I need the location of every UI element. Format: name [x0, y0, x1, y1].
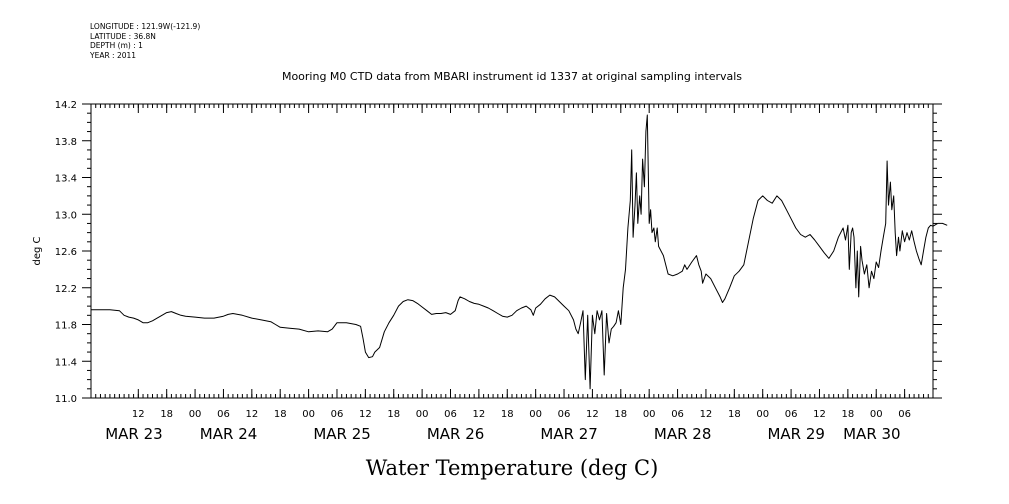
x-tick-label: 06: [217, 409, 230, 420]
x-tick-label: 12: [813, 409, 826, 420]
metadata-block: LONGITUDE : 121.9W(-121.9) LATITUDE : 36…: [90, 22, 200, 60]
x-date-label: MAR 27: [540, 425, 597, 443]
x-tick-label: 06: [331, 409, 344, 420]
axes-group: 12 18 00 06 12 18 00 06 12 18 00 06 12 18 00 06 12 18 00 06…: [55, 100, 942, 443]
x-tick-label: 12: [132, 409, 145, 420]
y-tick-label: 11.4: [55, 357, 77, 368]
depth-label: DEPTH (m) : 1: [90, 41, 143, 50]
x-date-label: MAR 30: [843, 425, 900, 443]
x-tick-label: 18: [728, 409, 741, 420]
x-tick-label: 18: [387, 409, 400, 420]
x-axis-label: Water Temperature (deg C): [366, 456, 659, 480]
x-date-label: MAR 24: [200, 425, 257, 443]
latitude-label: LATITUDE : 36.8N: [90, 31, 156, 41]
y-tick-label: 12.2: [55, 284, 77, 295]
x-tick-label: 06: [444, 409, 457, 420]
x-tick-label: 18: [160, 409, 173, 420]
series-group: [91, 114, 948, 390]
x-tick-label: 06: [671, 409, 684, 420]
x-tick-label: 00: [643, 409, 656, 420]
longitude-label: LONGITUDE : 121.9W(-121.9): [90, 22, 201, 31]
y-axis-label: deg C: [32, 236, 43, 265]
plot-frame: [90, 103, 934, 399]
x-date-label: MAR 29: [767, 425, 824, 443]
x-tick-label: 12: [473, 409, 486, 420]
y-tick-label: 13.8: [55, 137, 77, 148]
y-tick-label: 14.2: [55, 100, 77, 111]
year-label: YEAR : 2011: [90, 50, 137, 60]
x-date-label: MAR 26: [427, 425, 484, 443]
x-date-label: MAR 23: [105, 425, 162, 443]
x-tick-label: 12: [245, 409, 258, 420]
x-date-label: MAR 28: [654, 425, 711, 443]
y-tick-label: 11.0: [55, 394, 77, 405]
x-tick-label: 00: [756, 409, 769, 420]
x-tick-label: 18: [614, 409, 627, 420]
x-tick-label: 18: [274, 409, 287, 420]
x-tick-label: 00: [416, 409, 429, 420]
x-tick-label: 18: [841, 409, 854, 420]
temperature-series-line: [91, 114, 948, 390]
y-tick-label: 13.0: [55, 210, 77, 221]
x-tick-label: 06: [558, 409, 571, 420]
y-tick-label: 13.4: [55, 174, 77, 185]
x-tick-label: 00: [529, 409, 542, 420]
x-tick-label: 12: [586, 409, 599, 420]
chart-title: Mooring M0 CTD data from MBARI instrumen…: [282, 70, 742, 83]
x-tick-label: 06: [785, 409, 798, 420]
x-tick-label: 12: [700, 409, 713, 420]
x-tick-label: 18: [501, 409, 514, 420]
x-tick-label: 00: [302, 409, 315, 420]
x-tick-label: 00: [189, 409, 202, 420]
y-tick-label: 11.8: [55, 321, 77, 332]
x-tick-label: 00: [870, 409, 883, 420]
y-tick-label: 12.6: [55, 247, 77, 258]
x-tick-label: 06: [898, 409, 911, 420]
x-date-label: MAR 25: [313, 425, 370, 443]
x-tick-label: 12: [359, 409, 372, 420]
